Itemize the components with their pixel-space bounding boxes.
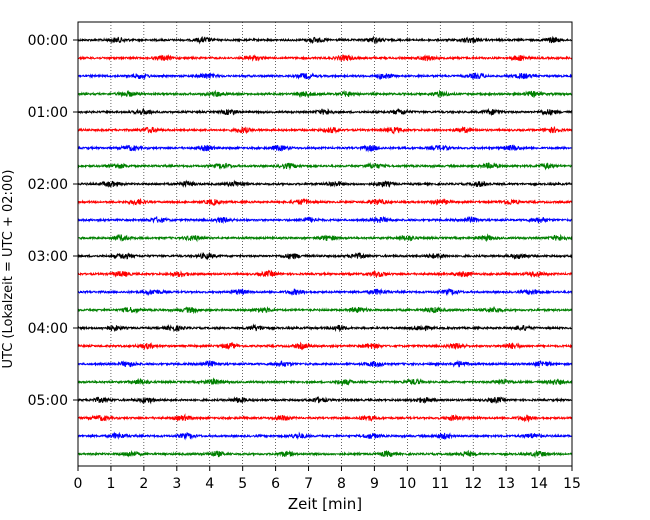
x-tick-label: 9 <box>370 476 379 492</box>
x-tick-label: 11 <box>431 476 449 492</box>
trace-line <box>77 288 573 297</box>
trace-line <box>77 179 573 189</box>
x-tick-label: 7 <box>304 476 313 492</box>
vertical-grid-lines <box>110 22 540 466</box>
y-tick-label: 05:00 <box>28 393 68 409</box>
trace-line <box>77 323 573 333</box>
y-tick-label: 02:00 <box>28 177 68 193</box>
x-tick-label: 10 <box>398 476 416 492</box>
y-tick-label: 04:00 <box>28 321 68 337</box>
y-axis-ticks: 00:00 01:00 02:00 03:00 04:00 05:00 <box>28 33 78 409</box>
x-axis-label: Zeit [min] <box>288 495 362 513</box>
y-tick-label: 03:00 <box>28 249 68 265</box>
x-tick-label: 2 <box>139 476 148 492</box>
x-tick-label: 15 <box>563 476 581 492</box>
x-tick-label: 8 <box>337 476 346 492</box>
x-tick-label: 13 <box>497 476 515 492</box>
y-tick-label: 01:00 <box>28 105 68 121</box>
x-axis-ticks: 0 1 2 3 4 5 6 7 8 9 10 11 12 13 14 15 <box>74 466 581 492</box>
trace-line <box>77 431 573 441</box>
trace-line <box>77 341 573 351</box>
x-tick-label: 6 <box>271 476 280 492</box>
trace-line <box>77 125 573 135</box>
trace-line <box>77 197 573 207</box>
trace-line <box>77 89 573 99</box>
seismic-traces <box>77 35 573 459</box>
trace-line <box>77 144 573 153</box>
trace-line <box>77 215 573 225</box>
x-tick-label: 5 <box>238 476 247 492</box>
x-tick-label: 1 <box>106 476 115 492</box>
trace-line <box>77 359 573 368</box>
trace-line <box>77 396 573 405</box>
x-tick-label: 3 <box>172 476 181 492</box>
trace-line <box>77 107 573 117</box>
trace-line <box>77 54 573 62</box>
plot-frame <box>77 21 573 467</box>
x-tick-label: 0 <box>74 476 83 492</box>
trace-line <box>77 449 573 459</box>
trace-line <box>77 377 573 387</box>
trace-line <box>77 162 573 171</box>
trace-line <box>77 35 573 45</box>
x-tick-label: 12 <box>464 476 482 492</box>
trace-line <box>77 413 573 423</box>
trace-line <box>77 71 573 81</box>
y-axis-label: UTC (Lokalzeit = UTC + 02:00) <box>1 170 16 369</box>
y-tick-label: 00:00 <box>28 33 68 49</box>
trace-line <box>77 269 573 279</box>
trace-line <box>77 251 573 261</box>
x-tick-label: 14 <box>530 476 548 492</box>
x-tick-label: 4 <box>205 476 214 492</box>
trace-line <box>77 233 573 243</box>
trace-line <box>77 305 573 315</box>
